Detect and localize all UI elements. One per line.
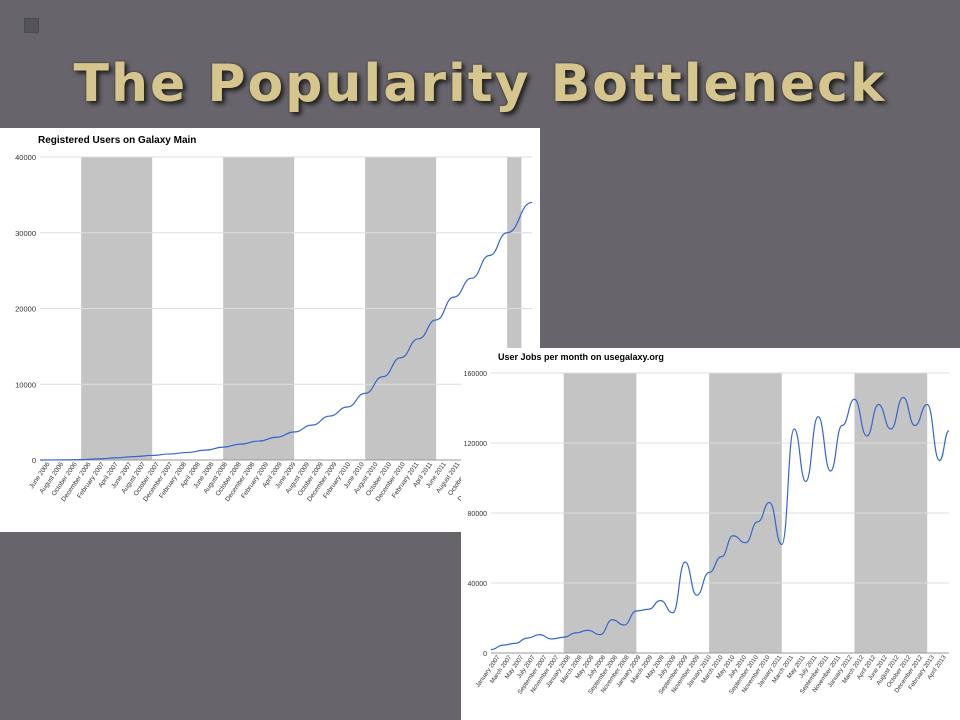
y-tick-label: 120000 [464, 441, 487, 448]
y-tick-label: 80000 [468, 511, 488, 518]
user-jobs-chart: User Jobs per month on usegalaxy.org 0 40… [461, 348, 960, 720]
y-tick-label: 40000 [15, 153, 36, 162]
chart-title: User Jobs per month on usegalaxy.org [498, 352, 664, 362]
y-tick-label: 0 [483, 651, 487, 658]
registered-users-chart: Registered Users on Galaxy Main 0 10000 20… [0, 128, 540, 532]
y-tick-label: 30000 [15, 229, 36, 238]
slide-title: The Popularity Bottleneck [73, 54, 887, 114]
y-tick-label: 40000 [468, 581, 488, 588]
y-tick-label: 10000 [15, 380, 36, 389]
series-line [490, 396, 950, 651]
y-tick-label: 0 [32, 456, 36, 465]
bullet-marker [24, 18, 39, 33]
y-tick-label: 160000 [464, 371, 487, 378]
user-jobs-chart-svg: User Jobs per month on usegalaxy.org 0 40… [464, 352, 950, 696]
series-line [39, 201, 533, 461]
registered-users-chart-svg: Registered Users on Galaxy Main 0 10000 20… [15, 135, 533, 503]
y-tick-label: 20000 [15, 305, 36, 314]
chart-title: Registered Users on Galaxy Main [38, 135, 196, 146]
